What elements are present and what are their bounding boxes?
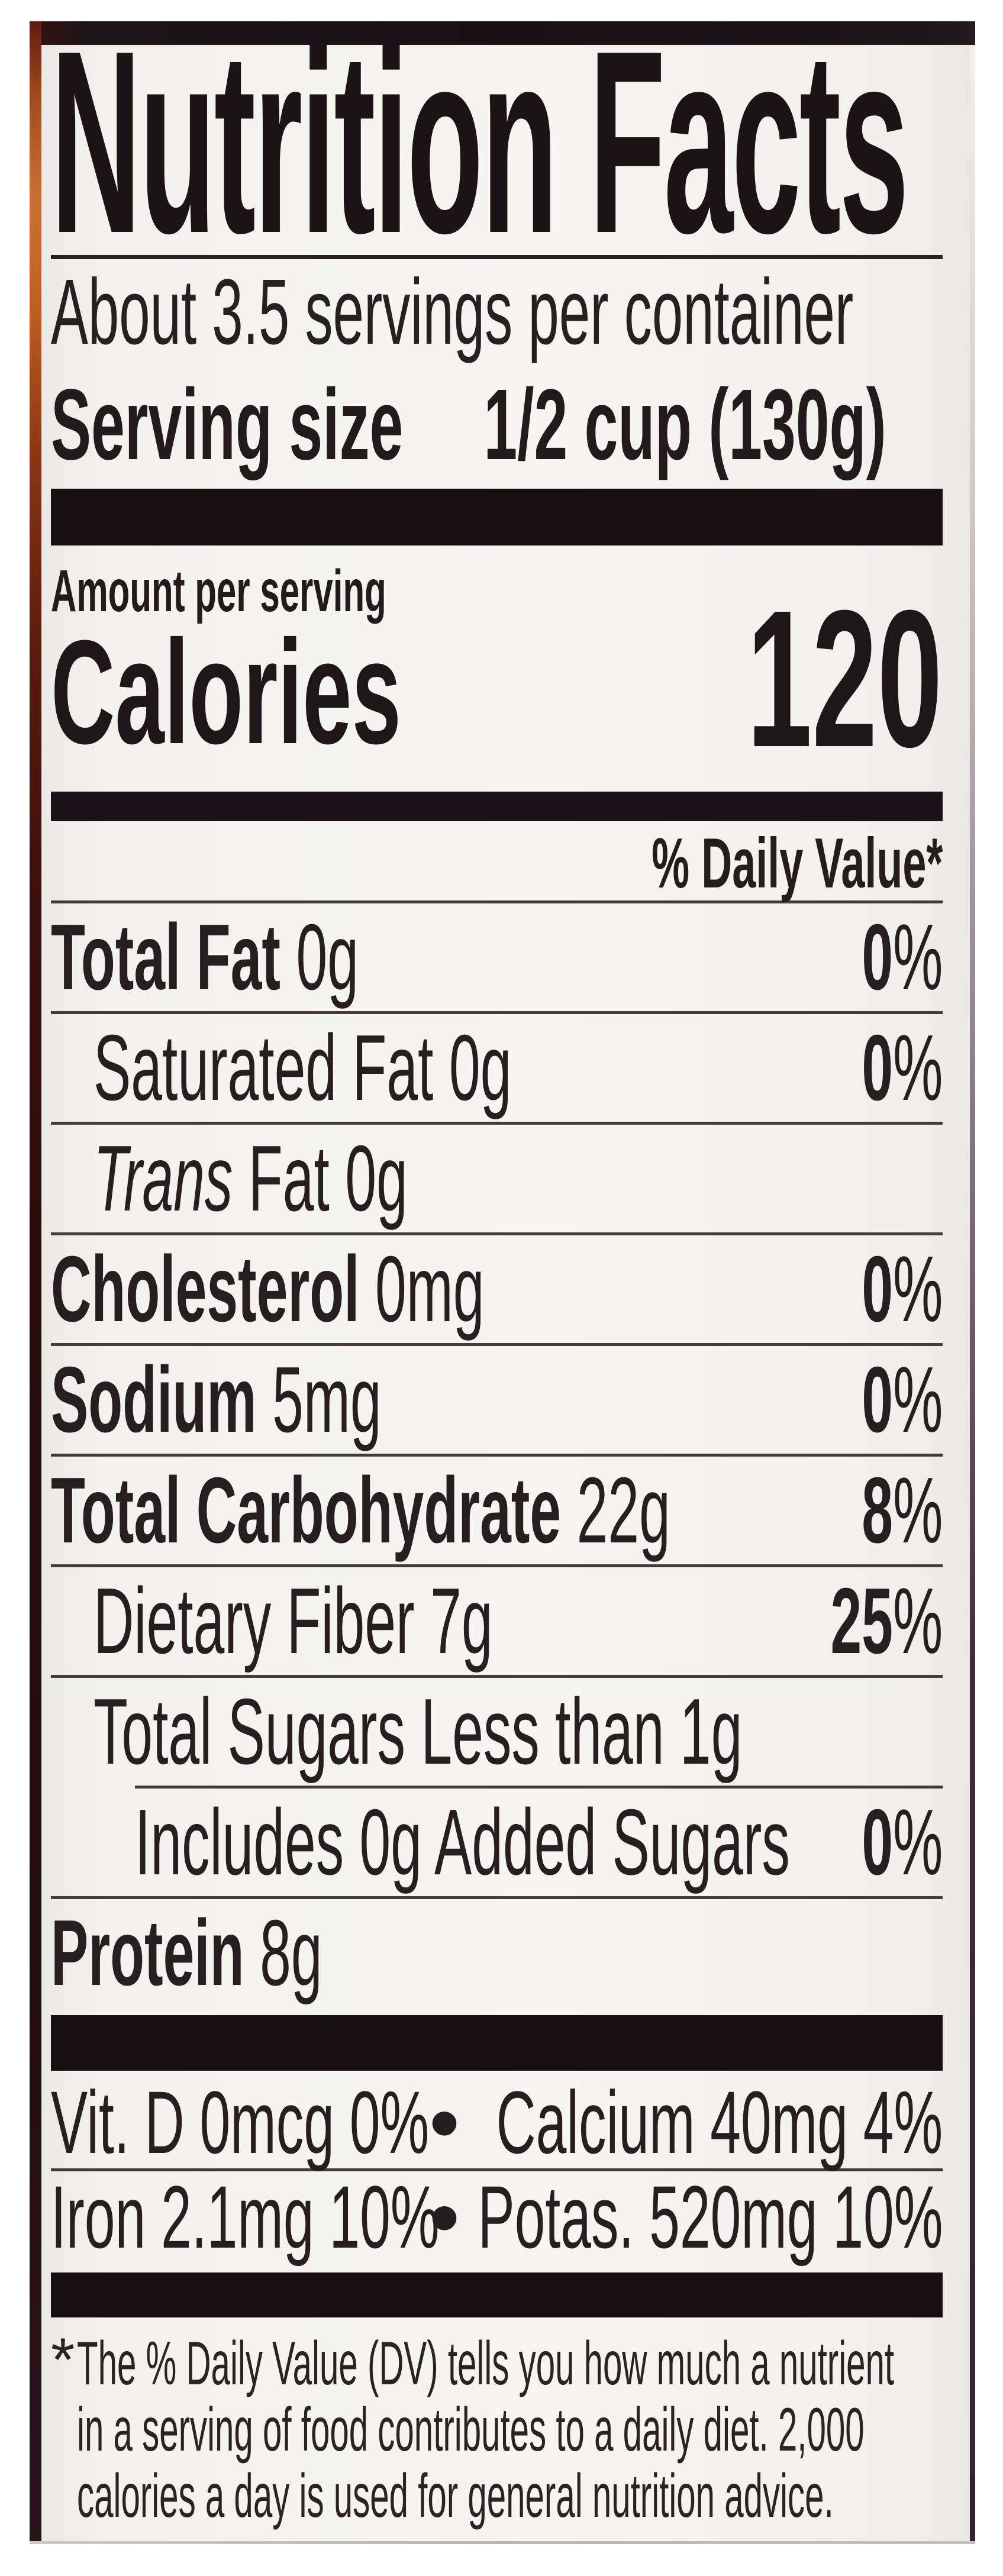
nutrient-row-protein: Protein 8g bbox=[51, 1899, 943, 2007]
amount-per-serving-label: Amount per serving bbox=[51, 558, 386, 624]
micronutrient-row-1: Vit. D 0mcg 0% • Calcium 40mg 4% bbox=[51, 2073, 943, 2172]
percent-sign: % bbox=[892, 1347, 943, 1452]
daily-value-header-row: % Daily Value* bbox=[51, 824, 943, 903]
footnote-line-2: in a serving of food contributes to a da… bbox=[77, 2396, 865, 2464]
nutrition-facts-label: Nutrition Facts About 3.5 servings per c… bbox=[30, 21, 975, 2544]
nutrient-amount: 8g bbox=[260, 1900, 322, 2005]
nutrient-row-total-fat: Total Fat 0g 0% bbox=[51, 903, 943, 1011]
label-bottom-edge bbox=[30, 2541, 975, 2544]
nutrient-row-added-sugars: Includes 0g Added Sugars 0% bbox=[51, 1789, 943, 1896]
nutrient-name: Protein bbox=[51, 1900, 244, 2005]
label-content: Nutrition Facts About 3.5 servings per c… bbox=[41, 45, 970, 2541]
divider bbox=[51, 1122, 943, 1125]
nutrient-dv: 0 bbox=[861, 905, 893, 1009]
nutrient-name: Sodium bbox=[51, 1347, 257, 1452]
daily-value-header: % Daily Value* bbox=[651, 824, 943, 903]
calories-label: Calories bbox=[51, 609, 401, 774]
nutrient-dv: 8 bbox=[861, 1458, 893, 1563]
nutrient-amount: 5mg bbox=[272, 1347, 382, 1452]
divider-indented bbox=[135, 1786, 943, 1789]
divider bbox=[51, 1454, 943, 1457]
nutrient-name: Includes 0g Added Sugars bbox=[135, 1790, 790, 1894]
label-title: Nutrition Facts bbox=[51, 45, 943, 288]
nutrient-amount: Less than 1g bbox=[421, 1679, 743, 1784]
micronutrient-right: Potas. 520mg 10% bbox=[478, 2167, 943, 2267]
serving-size-label: Serving size bbox=[51, 369, 404, 481]
nutrient-name: Total Sugars bbox=[93, 1679, 405, 1784]
nutrient-dv: 0 bbox=[861, 1237, 893, 1341]
divider bbox=[51, 1232, 943, 1235]
nutrient-row-total-sugars: Total Sugars Less than 1g bbox=[51, 1678, 943, 1786]
bullet-icon: • bbox=[428, 2167, 460, 2267]
footnote-marker: * bbox=[51, 2326, 75, 2394]
nutrient-dv: 25 bbox=[830, 1568, 893, 1673]
servings-per-container: About 3.5 servings per container bbox=[51, 260, 854, 364]
divider bbox=[51, 1564, 943, 1567]
footnote-line-3: calories a day is used for general nutri… bbox=[77, 2462, 834, 2530]
nutrient-amount: 0g bbox=[449, 1015, 512, 1120]
serving-size-value: 1/2 cup (130g) bbox=[483, 369, 886, 481]
nutrient-dv: 0 bbox=[861, 1790, 893, 1894]
serving-size-row: Serving size 1/2 cup (130g) bbox=[51, 366, 943, 484]
nutrient-row-dietary-fiber: Dietary Fiber 7g 25% bbox=[51, 1567, 943, 1675]
calories-value: 120 bbox=[747, 569, 943, 787]
label-top-edge bbox=[30, 21, 975, 45]
nutrient-name: Total Carbohydrate bbox=[51, 1458, 562, 1563]
nutrient-name: Total Fat bbox=[51, 905, 280, 1009]
title-rule bbox=[51, 255, 943, 259]
nutrient-dv: 0 bbox=[861, 1015, 893, 1120]
nutrient-amount: 0mg bbox=[375, 1237, 485, 1341]
nutrient-row-saturated-fat: Saturated Fat 0g 0% bbox=[51, 1014, 943, 1122]
nutrient-name: Fat bbox=[248, 1126, 330, 1231]
nutrient-name: Saturated Fat bbox=[93, 1015, 434, 1120]
divider bbox=[51, 1343, 943, 1346]
calories-row: Calories 120 bbox=[51, 581, 943, 776]
separator-bar-medium bbox=[51, 792, 943, 821]
separator-bar-thick bbox=[51, 2015, 943, 2071]
divider bbox=[51, 1896, 943, 1899]
footnote-line-1: The % Daily Value (DV) tells you how muc… bbox=[77, 2329, 895, 2398]
nutrient-amount: 0g bbox=[296, 905, 359, 1009]
bullet-icon: • bbox=[428, 2073, 460, 2172]
nutrient-amount: 0g bbox=[345, 1126, 408, 1231]
micronutrient-left: Vit. D 0mcg 0% bbox=[51, 2073, 430, 2172]
nutrient-row-total-carbohydrate: Total Carbohydrate 22g 8% bbox=[51, 1457, 943, 1564]
footnote: * The % Daily Value (DV) tells you how m… bbox=[51, 2326, 943, 2530]
separator-bar-thick bbox=[51, 489, 943, 545]
nutrient-row-cholesterol: Cholesterol 0mg 0% bbox=[51, 1235, 943, 1343]
nutrient-name-italic: Trans bbox=[93, 1126, 233, 1231]
nutrient-amount: 7g bbox=[430, 1568, 493, 1673]
nutrient-amount: 22g bbox=[576, 1458, 670, 1563]
label-title-text: Nutrition Facts bbox=[51, 45, 909, 288]
label-left-edge bbox=[30, 21, 41, 2544]
percent-sign: % bbox=[892, 1568, 943, 1673]
nutrient-dv: 0 bbox=[861, 1347, 893, 1452]
micronutrient-left: Iron 2.1mg 10% bbox=[51, 2167, 440, 2267]
nutrient-row-trans-fat: Trans Fat 0g bbox=[51, 1125, 943, 1232]
micronutrient-right: Calcium 40mg 4% bbox=[496, 2073, 943, 2172]
divider bbox=[51, 900, 943, 903]
percent-sign: % bbox=[892, 905, 943, 1009]
divider bbox=[51, 1675, 943, 1678]
nutrient-row-sodium: Sodium 5mg 0% bbox=[51, 1346, 943, 1454]
label-right-edge bbox=[970, 21, 975, 2544]
nutrient-name: Dietary Fiber bbox=[93, 1568, 415, 1673]
percent-sign: % bbox=[892, 1015, 943, 1120]
nutrient-name: Cholesterol bbox=[51, 1237, 360, 1341]
micronutrient-row-2: Iron 2.1mg 10% • Potas. 520mg 10% bbox=[51, 2167, 943, 2267]
percent-sign: % bbox=[892, 1458, 943, 1563]
percent-sign: % bbox=[892, 1237, 943, 1341]
separator-bar-thick bbox=[51, 2272, 943, 2317]
divider bbox=[51, 1011, 943, 1014]
divider bbox=[51, 2168, 943, 2171]
percent-sign: % bbox=[892, 1790, 943, 1894]
